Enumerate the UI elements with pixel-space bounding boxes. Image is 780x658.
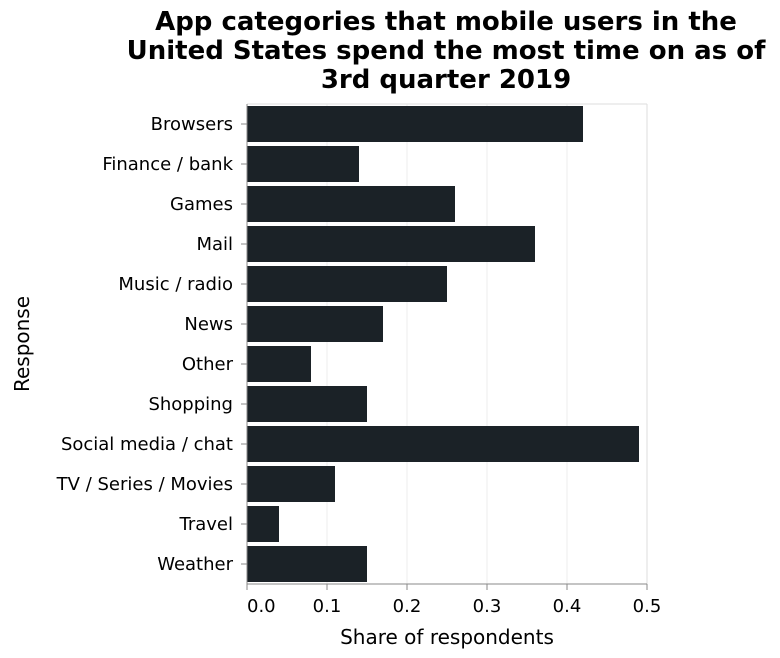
x-tick-label: 0.3 <box>473 596 502 617</box>
chart-title-line: United States spend the most time on as … <box>127 36 766 66</box>
y-tick-label: Social media / chat <box>61 434 233 455</box>
bar-news <box>247 306 383 342</box>
y-axis-title: Response <box>10 296 34 392</box>
y-tick-label: Music / radio <box>118 274 233 295</box>
bar-social-media-chat <box>247 426 639 462</box>
y-tick-label: News <box>184 314 233 335</box>
bars <box>247 106 639 582</box>
bar-weather <box>247 546 367 582</box>
y-tick-label: Games <box>170 194 233 215</box>
x-tick-label: 0.1 <box>313 596 342 617</box>
x-tick-label: 0.4 <box>553 596 582 617</box>
bar-browsers <box>247 106 583 142</box>
y-tick-label: TV / Series / Movies <box>56 474 233 495</box>
y-tick-label: Finance / bank <box>102 154 233 175</box>
bar-mail <box>247 226 535 262</box>
y-tick-labels: Browsers Finance / bank Games Mail Music / r… <box>56 114 247 575</box>
bar-other <box>247 346 311 382</box>
y-tick-label: Travel <box>178 514 233 535</box>
bar-finance-bank <box>247 146 359 182</box>
x-axis-title: Share of respondents <box>340 625 554 649</box>
y-tick-label: Weather <box>157 554 233 575</box>
y-tick-label: Other <box>182 354 234 375</box>
x-tick-labels: 0.0 0.1 0.2 0.3 0.4 0.5 <box>246 584 662 617</box>
bar-tv-series-movies <box>247 466 335 502</box>
chart-title-line: App categories that mobile users in the <box>155 7 737 37</box>
chart-title-line: 3rd quarter 2019 <box>321 65 571 95</box>
bar-travel <box>247 506 279 542</box>
x-tick-label: 0.0 <box>247 596 276 617</box>
y-tick-label: Browsers <box>151 114 233 135</box>
bar-music-radio <box>247 266 447 302</box>
bar-shopping <box>247 386 367 422</box>
chart-title: App categories that mobile users in theU… <box>127 7 766 95</box>
y-tick-label: Mail <box>196 234 233 255</box>
x-tick-label: 0.5 <box>633 596 662 617</box>
y-tick-label: Shopping <box>148 394 233 415</box>
bar-games <box>247 186 455 222</box>
x-tick-label: 0.2 <box>393 596 422 617</box>
axes <box>246 103 648 585</box>
